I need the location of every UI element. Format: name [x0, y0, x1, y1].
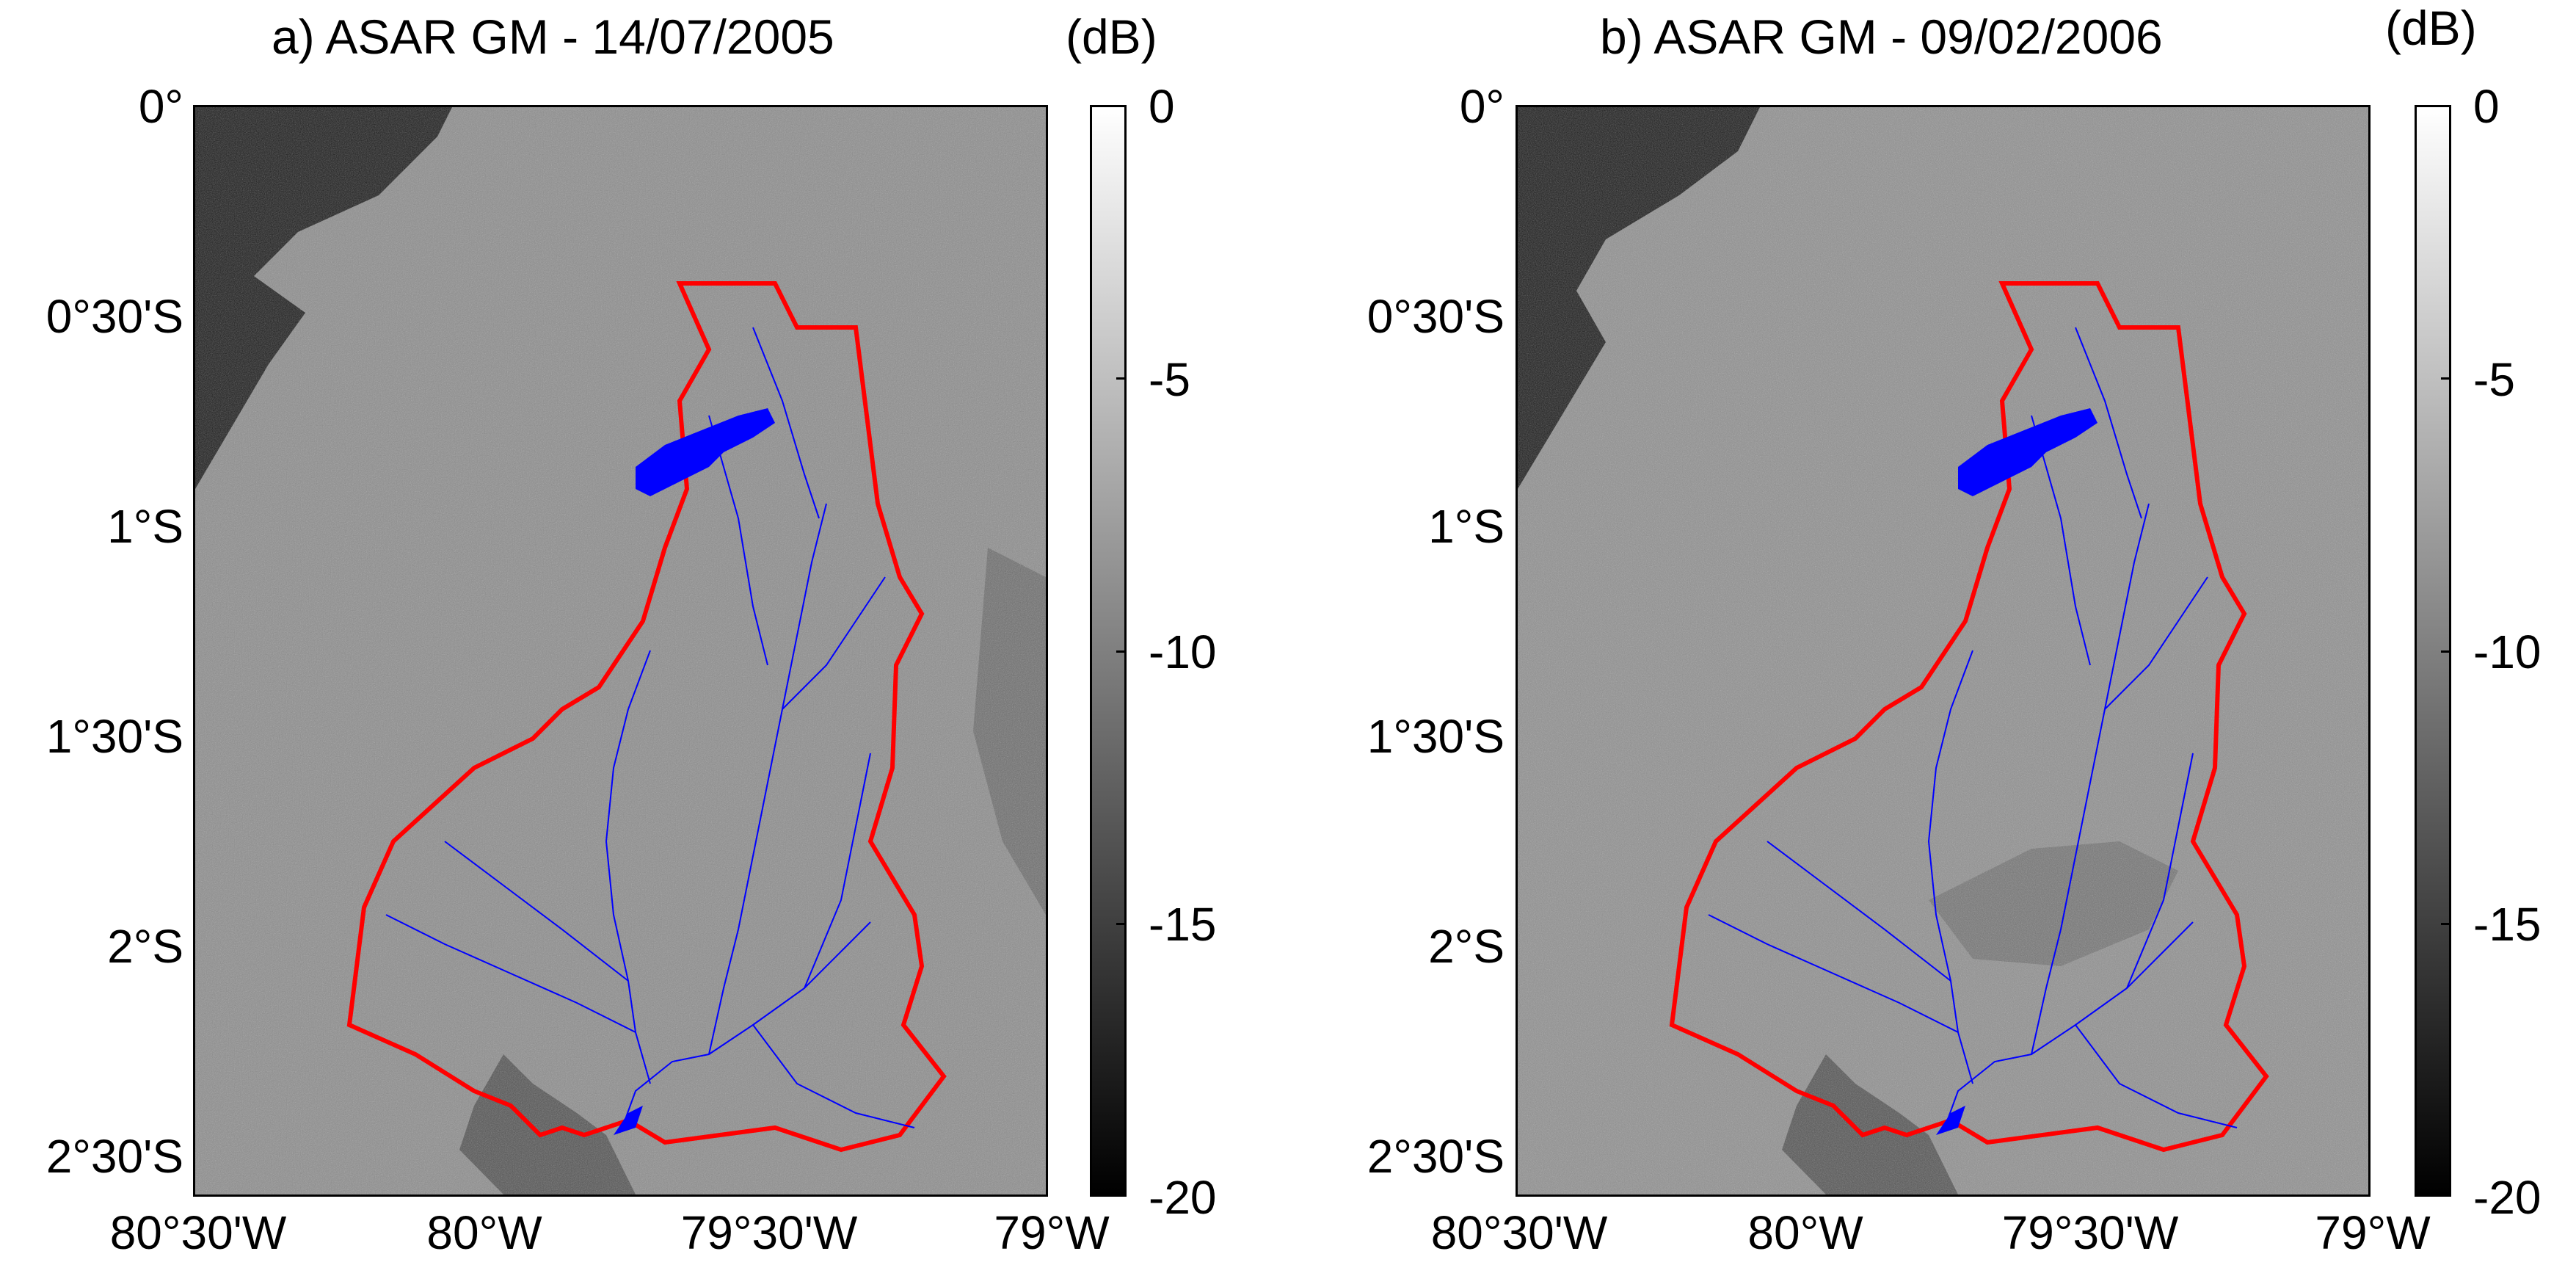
colorbar-label: 0 — [2473, 80, 2500, 133]
reservoir — [636, 408, 775, 496]
colorbar-unit: (dB) — [2385, 1, 2477, 55]
lon-label: 79°W — [994, 1206, 1110, 1259]
lat-label: 2°S — [107, 920, 183, 973]
panel-b: b) ASAR GM - 09/02/2006 (dB) — [1321, 0, 2576, 1276]
colorbar-unit: (dB) — [1066, 10, 1157, 64]
basin-boundary — [346, 281, 947, 1153]
lat-label: 1°S — [1428, 500, 1505, 553]
colorbar-tick — [1116, 377, 1127, 380]
river-mouth — [1936, 1106, 1965, 1135]
lon-label: 80°30'W — [109, 1206, 287, 1259]
river-mouth — [614, 1106, 643, 1135]
lat-label: 0°30'S — [1367, 290, 1505, 343]
colorbar-label: -15 — [1149, 898, 1217, 951]
lon-label: 80°W — [1747, 1206, 1863, 1259]
panel-title: a) ASAR GM - 14/07/2005 — [272, 10, 834, 64]
lat-tick — [193, 105, 203, 107]
lon-label: 80°W — [426, 1206, 542, 1259]
lon-label: 79°30'W — [2001, 1206, 2179, 1259]
colorbar-label: -5 — [1149, 353, 1190, 406]
lat-label: 0°30'S — [46, 290, 183, 343]
colorbar-label: -15 — [2473, 898, 2542, 951]
lat-label: 0° — [1459, 80, 1505, 133]
colorbar-label: -5 — [2473, 353, 2515, 406]
basin-boundary — [1669, 281, 2269, 1153]
sar-image — [1518, 107, 2368, 1195]
colorbar-tick — [2441, 923, 2451, 925]
sar-map — [193, 105, 1048, 1197]
colorbar-label: -10 — [1149, 626, 1217, 678]
lat-label: 2°S — [1428, 920, 1505, 973]
sar-map — [1516, 105, 2371, 1197]
colorbar-label: -10 — [2473, 626, 2542, 678]
river-network — [1708, 327, 2238, 1132]
lat-label: 0° — [138, 80, 183, 133]
colorbar-tick — [1116, 923, 1127, 925]
river-network — [385, 327, 915, 1132]
colorbar-label: 0 — [1149, 80, 1175, 133]
lat-label: 2°30'S — [1367, 1130, 1505, 1183]
lat-label: 1°30'S — [1367, 710, 1505, 763]
lat-label: 2°30'S — [46, 1130, 183, 1183]
colorbar-tick — [1116, 650, 1127, 653]
lon-label: 79°W — [2315, 1206, 2431, 1259]
colorbar-tick — [2441, 377, 2451, 380]
sar-image — [195, 107, 1046, 1195]
lat-label: 1°30'S — [46, 710, 183, 763]
colorbar-label: -20 — [1149, 1171, 1217, 1224]
lon-label: 79°30'W — [680, 1206, 858, 1259]
reservoir — [1958, 408, 2097, 496]
panel-a: a) ASAR GM - 14/07/2005 (dB) — [46, 10, 1217, 1259]
lon-label: 80°30'W — [1430, 1206, 1608, 1259]
panel-title: b) ASAR GM - 09/02/2006 — [1600, 10, 2163, 64]
lat-label: 1°S — [107, 500, 183, 553]
colorbar-tick — [2441, 650, 2451, 653]
colorbar-label: -20 — [2473, 1171, 2542, 1224]
